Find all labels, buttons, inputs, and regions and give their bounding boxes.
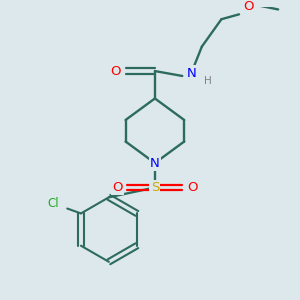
Text: Cl: Cl bbox=[48, 197, 59, 210]
Text: O: O bbox=[244, 0, 254, 13]
Text: S: S bbox=[151, 181, 159, 194]
Text: O: O bbox=[187, 181, 197, 194]
Text: O: O bbox=[110, 64, 121, 78]
Text: N: N bbox=[150, 157, 160, 169]
Text: H: H bbox=[204, 76, 212, 86]
Text: N: N bbox=[187, 67, 197, 80]
Text: O: O bbox=[112, 181, 123, 194]
